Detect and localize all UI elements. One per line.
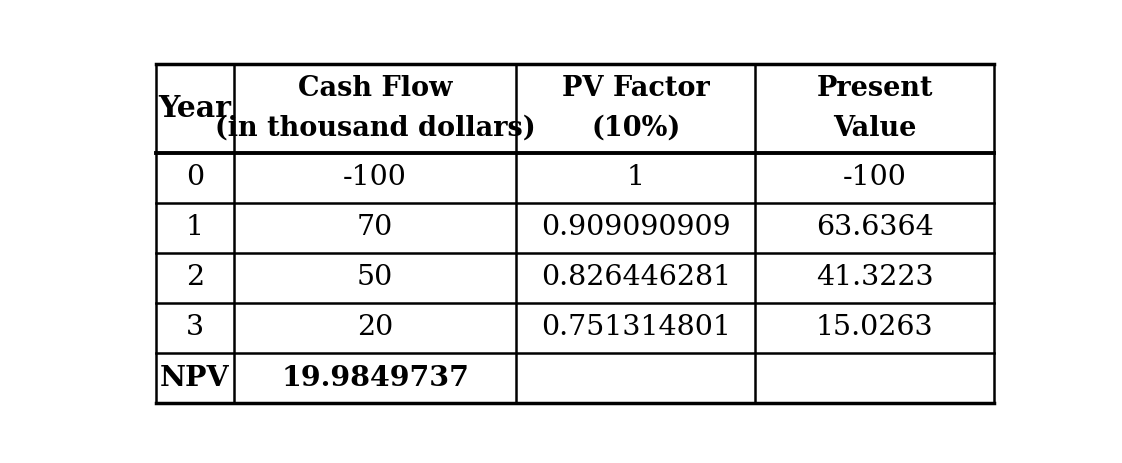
Text: 0.909090909: 0.909090909 bbox=[541, 214, 730, 241]
Text: 41.3223: 41.3223 bbox=[816, 264, 934, 291]
Text: 19.9849737: 19.9849737 bbox=[282, 364, 469, 392]
Text: 70: 70 bbox=[357, 214, 393, 241]
Text: 15.0263: 15.0263 bbox=[816, 314, 934, 342]
Text: 1: 1 bbox=[186, 214, 204, 241]
Text: 0: 0 bbox=[186, 164, 204, 191]
Text: -100: -100 bbox=[343, 164, 407, 191]
Text: Value: Value bbox=[833, 115, 917, 142]
Text: 2: 2 bbox=[186, 264, 204, 291]
Text: Year: Year bbox=[158, 94, 231, 123]
Text: PV Factor: PV Factor bbox=[562, 75, 710, 102]
Text: 3: 3 bbox=[186, 314, 204, 342]
Text: -100: -100 bbox=[843, 164, 907, 191]
Text: 0.751314801: 0.751314801 bbox=[541, 314, 730, 342]
Text: 0.826446281: 0.826446281 bbox=[541, 264, 730, 291]
Text: NPV: NPV bbox=[160, 364, 230, 392]
Text: (10%): (10%) bbox=[591, 115, 680, 142]
Text: 20: 20 bbox=[357, 314, 393, 342]
Text: 63.6364: 63.6364 bbox=[816, 214, 934, 241]
Text: Present: Present bbox=[817, 75, 934, 102]
Text: 1: 1 bbox=[627, 164, 645, 191]
Text: (in thousand dollars): (in thousand dollars) bbox=[214, 115, 535, 142]
Text: Cash Flow: Cash Flow bbox=[297, 75, 452, 102]
Text: 50: 50 bbox=[357, 264, 393, 291]
